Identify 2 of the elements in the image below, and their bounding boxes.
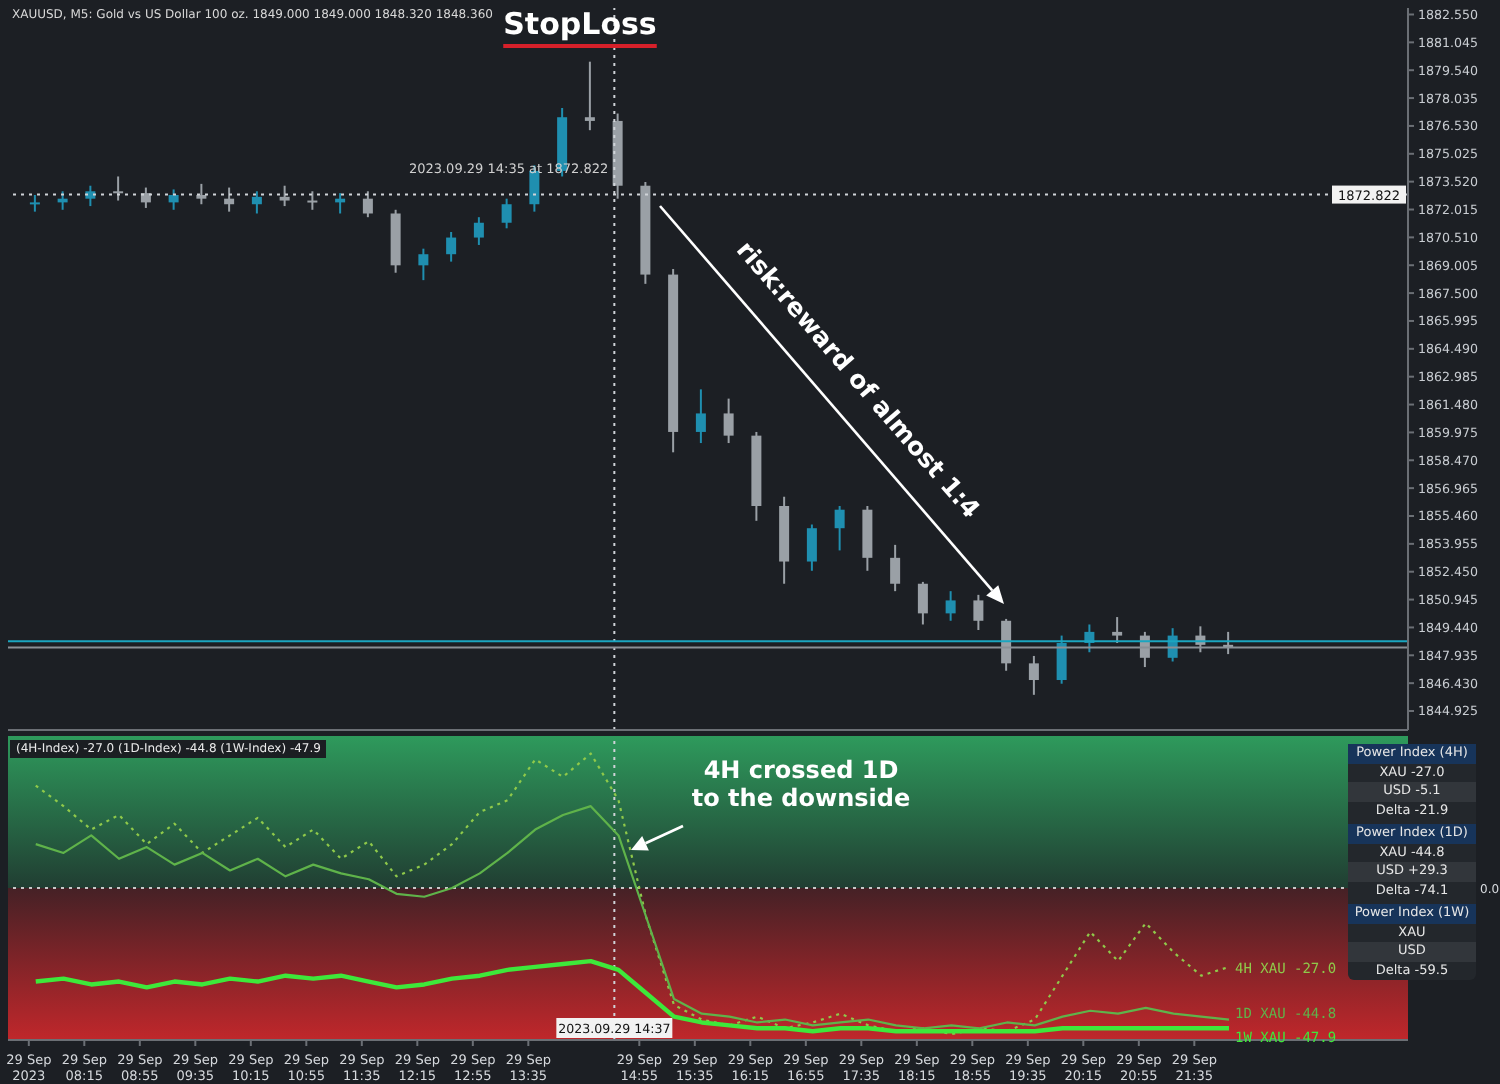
annotation: 4H crossed 1D to the downside: [691, 756, 911, 812]
annotation: StopLoss: [503, 6, 657, 42]
